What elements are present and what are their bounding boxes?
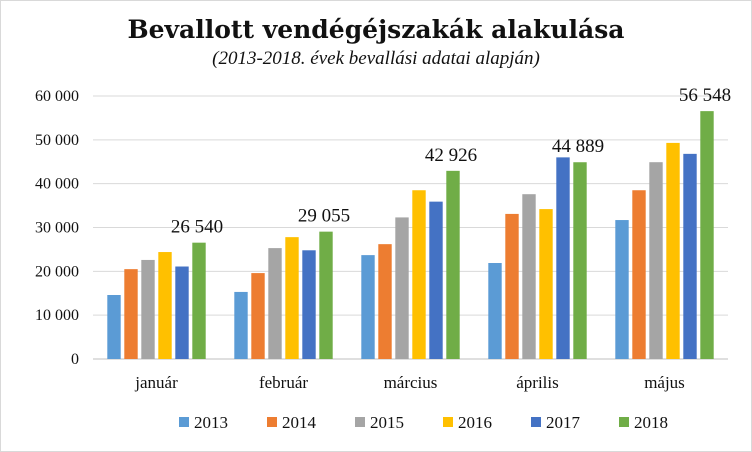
bar-2018 <box>319 231 333 359</box>
bar-2015 <box>141 259 155 359</box>
bar-2016 <box>412 190 426 359</box>
chart-title: Bevallott vendégéjszakák alakulása <box>127 15 625 44</box>
category-label: február <box>259 373 308 392</box>
legend-label-2018: 2018 <box>634 413 668 432</box>
legend-swatch-2014 <box>267 417 277 427</box>
bar-2018 <box>700 111 714 360</box>
bar-2015 <box>649 162 663 359</box>
category-label: május <box>644 373 685 392</box>
bar-2014 <box>632 190 646 359</box>
y-tick-label: 20 000 <box>35 263 79 280</box>
y-tick-label: 60 000 <box>35 88 79 105</box>
y-tick-label: 40 000 <box>35 176 79 193</box>
bar-2013 <box>107 295 121 359</box>
legend-swatch-2015 <box>355 417 365 427</box>
category-label: január <box>134 373 178 392</box>
y-tick-label: 10 000 <box>35 307 79 324</box>
data-label: 56 548 <box>679 85 731 106</box>
data-label: 26 540 <box>171 217 223 238</box>
y-tick-label: 30 000 <box>35 220 79 237</box>
y-tick-label: 0 <box>71 351 79 368</box>
category-label: március <box>384 373 438 392</box>
category-label: április <box>516 373 559 392</box>
legend-swatch-2016 <box>443 417 453 427</box>
bar-2017 <box>556 157 570 359</box>
bar-2017 <box>175 266 189 359</box>
bar-2014 <box>378 244 392 359</box>
bar-2017 <box>429 201 443 359</box>
bar-2017 <box>302 250 316 359</box>
legend-label-2015: 2015 <box>370 413 404 432</box>
bar-2013 <box>361 255 375 359</box>
legend-swatch-2017 <box>531 417 541 427</box>
legend-swatch-2018 <box>619 417 629 427</box>
bar-2016 <box>666 142 680 359</box>
bar-2013 <box>234 291 248 359</box>
legend-label-2017: 2017 <box>546 413 581 432</box>
bar-2014 <box>251 273 265 359</box>
chart-subtitle: (2013-2018. évek bevallási adatai alapjá… <box>212 48 540 69</box>
data-label: 44 889 <box>552 136 604 157</box>
data-label: 42 926 <box>425 145 477 166</box>
bar-2014 <box>124 269 138 359</box>
bar-2018 <box>446 170 460 359</box>
bar-2016 <box>158 252 172 359</box>
bar-2016 <box>285 237 299 359</box>
legend-label-2016: 2016 <box>458 413 492 432</box>
bar-2017 <box>683 153 697 359</box>
bar-2018 <box>573 162 587 359</box>
legend-label-2014: 2014 <box>282 413 317 432</box>
bar-2016 <box>539 209 553 359</box>
bar-2015 <box>268 248 282 359</box>
bar-2018 <box>192 242 206 359</box>
y-tick-label: 50 000 <box>35 132 79 149</box>
data-label: 29 055 <box>298 206 350 227</box>
bar-2015 <box>522 194 536 359</box>
legend-label-2013: 2013 <box>194 413 228 432</box>
legend-swatch-2013 <box>179 417 189 427</box>
bar-2013 <box>615 220 629 359</box>
bar-2014 <box>505 213 519 359</box>
bar-2015 <box>395 217 409 359</box>
bar-2013 <box>488 263 502 359</box>
